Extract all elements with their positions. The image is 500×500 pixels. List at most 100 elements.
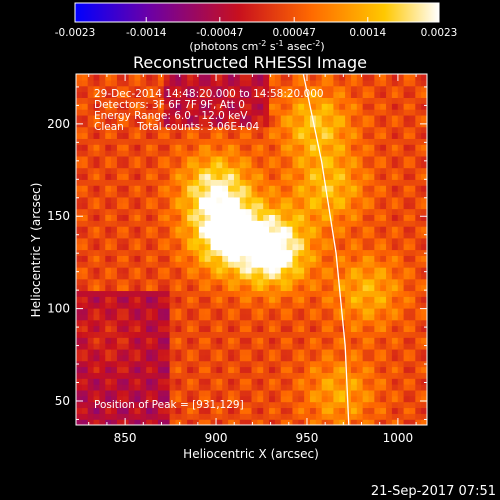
- heatmap-cell: [339, 237, 346, 245]
- heatmap-cell: [269, 161, 276, 169]
- heatmap-cell: [310, 220, 317, 227]
- heatmap-cell: [403, 214, 411, 221]
- heatmap-cell: [257, 267, 264, 274]
- heatmap-cell: [245, 173, 253, 180]
- heatmap-cell: [350, 348, 358, 356]
- heatmap-cell: [403, 378, 411, 385]
- heatmap-cell: [81, 179, 89, 186]
- heatmap-cell: [310, 360, 317, 368]
- heatmap-cell: [198, 255, 206, 262]
- heatmap-cell: [163, 337, 171, 344]
- heatmap-cell: [216, 237, 223, 245]
- heatmap-cell: [140, 126, 147, 134]
- heatmap-cell: [152, 319, 159, 327]
- heatmap-cell: [397, 313, 405, 321]
- heatmap-cell: [397, 413, 405, 420]
- heatmap-cell: [280, 243, 288, 251]
- heatmap-cell: [228, 331, 235, 338]
- heatmap-cell: [233, 337, 241, 344]
- heatmap-cell: [210, 272, 217, 280]
- heatmap-cell: [298, 214, 305, 221]
- heatmap-cell: [122, 243, 130, 251]
- heatmap-cell: [146, 325, 153, 332]
- heatmap-cell: [315, 360, 323, 368]
- heatmap-cell: [374, 150, 381, 157]
- heatmap-cell: [140, 114, 147, 122]
- heatmap-cell: [81, 185, 89, 192]
- heatmap-cell: [140, 85, 147, 93]
- heatmap-cell: [415, 97, 422, 104]
- heatmap-cell: [298, 173, 305, 180]
- heatmap-cell: [146, 237, 153, 245]
- heatmap-cell: [187, 114, 194, 122]
- heatmap-cell: [298, 74, 305, 81]
- heatmap-cell: [222, 231, 229, 239]
- heatmap-cell: [345, 313, 352, 321]
- colorbar: [74, 2, 440, 23]
- heatmap-cell: [339, 74, 346, 81]
- heatmap-cell: [391, 202, 399, 210]
- heatmap-cell: [298, 278, 305, 286]
- heatmap-cell: [304, 155, 311, 163]
- heatmap-cell: [198, 384, 206, 391]
- heatmap-cell: [397, 191, 405, 198]
- heatmap-cell: [216, 85, 223, 93]
- heatmap-cell: [87, 325, 95, 332]
- heatmap-cell: [280, 249, 288, 256]
- heatmap-cell: [210, 331, 217, 338]
- heatmap-cell: [339, 354, 346, 362]
- heatmap-cell: [181, 308, 188, 315]
- heatmap-cell: [292, 179, 299, 186]
- heatmap-cell: [157, 97, 165, 104]
- heatmap-cell: [233, 302, 241, 309]
- heatmap-cell: [93, 144, 100, 151]
- heatmap-cell: [157, 255, 165, 262]
- heatmap-cell: [157, 173, 165, 180]
- heatmap-cell: [345, 191, 352, 198]
- heatmap-cell: [81, 109, 89, 116]
- heatmap-cell: [204, 290, 212, 297]
- heatmap-cell: [87, 243, 95, 251]
- heatmap-cell: [228, 226, 235, 233]
- heatmap-cell: [175, 284, 182, 292]
- heatmap-cell: [152, 337, 159, 344]
- heatmap-cell: [87, 255, 95, 262]
- heatmap-cell: [163, 407, 171, 414]
- heatmap-cell: [274, 185, 282, 192]
- heatmap-cell: [187, 290, 194, 297]
- heatmap-cell: [169, 179, 177, 186]
- heatmap-cell: [181, 261, 188, 268]
- heatmap-cell: [321, 384, 329, 391]
- heatmap-cell: [386, 272, 393, 280]
- heatmap-cell: [350, 79, 358, 87]
- heatmap-cell: [333, 331, 340, 338]
- heatmap-cell: [216, 138, 223, 145]
- heatmap-cell: [146, 389, 153, 397]
- heatmap-cell: [111, 389, 118, 397]
- heatmap-cell: [222, 366, 229, 373]
- heatmap-cell: [187, 272, 194, 280]
- heatmap-cell: [409, 196, 416, 204]
- heatmap-cell: [239, 144, 247, 151]
- heatmap-cell: [169, 202, 177, 210]
- heatmap-cell: [239, 196, 247, 204]
- heatmap-cell: [222, 220, 229, 227]
- heatmap-cell: [274, 331, 282, 338]
- heatmap-cell: [116, 243, 124, 251]
- heatmap-cell: [274, 384, 282, 391]
- heatmap-cell: [333, 114, 340, 122]
- heatmap-cell: [111, 126, 118, 134]
- heatmap-cell: [163, 360, 171, 368]
- heatmap-cell: [93, 296, 100, 303]
- heatmap-cell: [193, 419, 200, 425]
- heatmap-cell: [152, 231, 159, 239]
- heatmap-cell: [263, 395, 270, 403]
- heatmap-cell: [374, 284, 381, 292]
- colorbar-tick-label: 0.0023: [421, 27, 458, 39]
- heatmap-cell: [216, 185, 223, 192]
- heatmap-cell: [116, 331, 124, 338]
- heatmap-cell: [157, 220, 165, 227]
- heatmap-cell: [181, 202, 188, 210]
- heatmap-cell: [175, 249, 182, 256]
- heatmap-cell: [222, 419, 229, 425]
